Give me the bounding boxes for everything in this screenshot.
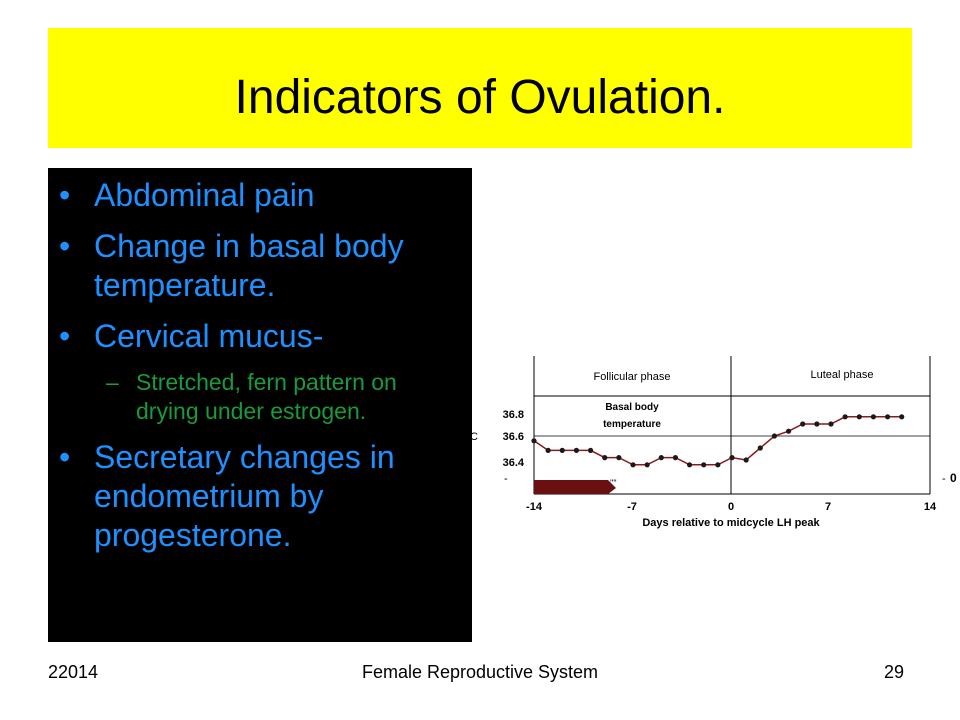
- footer-title: Female Reproductive System: [361, 662, 599, 682]
- x-dash-right: -: [942, 473, 946, 485]
- data-point: [658, 455, 664, 461]
- bullet-item: Secretary changes in endometrium by prog…: [48, 438, 472, 555]
- y-tick-label: 36.4: [503, 457, 525, 469]
- y-unit-label: C: [470, 431, 478, 443]
- data-point: [828, 421, 834, 427]
- bullet-item: Abdominal pain: [48, 176, 472, 215]
- curve-label-line2: temperature: [603, 419, 661, 430]
- data-point: [785, 428, 792, 434]
- data-point: [531, 438, 537, 444]
- slide-title: Indicators of Ovulation.: [234, 71, 726, 124]
- y-tick-label: 36.6: [503, 431, 524, 443]
- x-dash-left: -: [504, 473, 508, 485]
- data-point: [856, 414, 862, 420]
- bbt-points: [531, 414, 905, 468]
- x-tick-label: 0: [728, 501, 734, 513]
- data-point: [644, 462, 650, 468]
- bullet-panel: Abdominal pain Change in basal body temp…: [48, 168, 472, 642]
- x-tick-label: 14: [924, 501, 937, 513]
- data-point: [771, 433, 778, 439]
- data-point: [842, 414, 848, 420]
- data-point: [729, 455, 735, 461]
- curve-label-line1: Basal body: [605, 402, 659, 413]
- bullet-list: Abdominal pain Change in basal body temp…: [48, 176, 472, 567]
- data-point: [573, 447, 580, 453]
- x-marker: '"': [610, 478, 617, 488]
- data-point: [870, 414, 877, 420]
- data-point: [545, 447, 551, 453]
- x-axis-title: Days relative to midcycle LH peak: [642, 517, 820, 529]
- y-tick-label: 36.8: [503, 409, 524, 421]
- data-point: [559, 447, 565, 453]
- data-point: [757, 445, 763, 451]
- data-point: [715, 462, 721, 468]
- menstrual-band: [534, 480, 616, 494]
- follicular-phase-label: Follicular phase: [593, 371, 670, 383]
- sub-bullet-item: Stretched, fern pattern on drying under …: [48, 368, 472, 426]
- title-bar: Indicators of Ovulation.: [48, 28, 912, 148]
- right-edge-label: 0: [950, 471, 957, 485]
- data-point: [686, 462, 693, 468]
- data-point: [814, 421, 820, 427]
- data-point: [743, 457, 749, 463]
- x-tick-label: 7: [825, 501, 831, 513]
- data-point: [630, 462, 636, 468]
- data-point: [899, 414, 905, 420]
- slide-number: 29: [883, 662, 904, 682]
- data-point: [602, 455, 608, 461]
- x-tick-label: -14: [526, 501, 543, 513]
- bullet-item: Cervical mucus-: [48, 317, 472, 356]
- x-tick-label: -7: [627, 501, 637, 513]
- data-point: [616, 455, 622, 461]
- data-point: [672, 455, 679, 461]
- data-point: [884, 414, 891, 420]
- data-point: [701, 462, 707, 468]
- data-point: [587, 447, 594, 453]
- bullet-item: Change in basal body temperature.: [48, 227, 472, 305]
- footer-date: 22014: [48, 662, 99, 682]
- bbt-chart: Follicular phase Luteal phase Basal body…: [470, 356, 957, 529]
- luteal-phase-label: Luteal phase: [811, 369, 874, 381]
- data-point: [800, 421, 806, 427]
- bbt-line: [533, 416, 902, 466]
